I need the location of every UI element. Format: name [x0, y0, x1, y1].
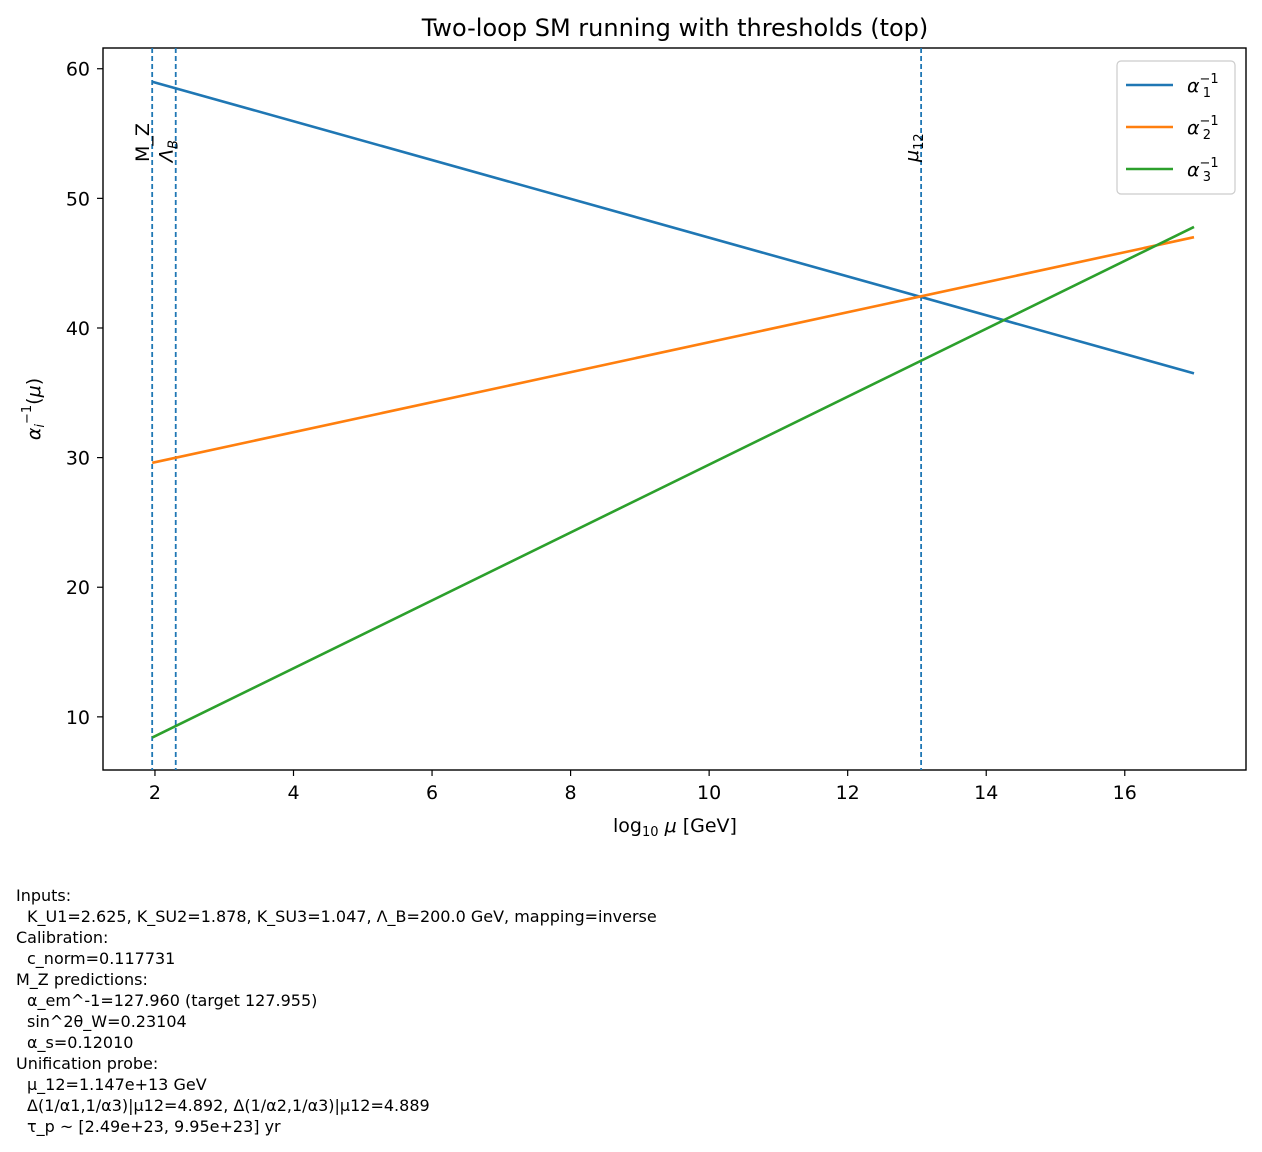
series-line: [151, 225, 1195, 739]
x-tick-label: 2: [149, 782, 161, 804]
results-summary: Inputs: K_U1=2.625, K_SU2=1.878, K_SU3=1.…: [16, 885, 657, 1137]
summary-value-line: K_U1=2.625, K_SU2=1.878, K_SU3=1.047, Λ_…: [27, 907, 657, 926]
threshold-label: M_Z: [132, 123, 154, 162]
x-tick-label: 6: [426, 782, 438, 804]
x-tick-label: 4: [287, 782, 299, 804]
x-tick-label: 14: [974, 782, 998, 804]
chart-title: Two-loop SM running with thresholds (top…: [421, 14, 929, 42]
series-lines: [151, 80, 1195, 739]
threshold-label: μ12: [901, 133, 927, 163]
y-tick-label: 60: [66, 59, 90, 81]
legend-entry: α−1 1: [1187, 72, 1219, 101]
summary-value-line: τ_p ~ [2.49e+23, 9.95e+23] yr: [27, 1117, 281, 1136]
plot-frame: [102, 47, 1247, 771]
y-tick-label: 50: [66, 188, 90, 210]
threshold-lines: M_Z ΛB μ12: [132, 48, 927, 770]
x-tick-label: 8: [565, 782, 577, 804]
x-tick-label: 12: [836, 782, 860, 804]
summary-value-line: α_em^-1=127.960 (target 127.955): [27, 991, 318, 1010]
series-line: [151, 235, 1195, 465]
y-axis-label: αi−1(μ): [20, 378, 48, 440]
y-tick-label: 20: [66, 577, 90, 599]
y-tick-label: 40: [66, 318, 90, 340]
y-tick-label: 30: [66, 448, 90, 470]
summary-heading: Calibration:: [16, 928, 109, 947]
legend-box: [1116, 60, 1236, 195]
summary-value-line: c_norm=0.117731: [27, 949, 176, 968]
summary-value-line: sin^2θ_W=0.23104: [27, 1012, 187, 1031]
x-tick-label: 10: [697, 782, 721, 804]
summary-value-line: μ_12=1.147e+13 GeV: [27, 1075, 207, 1094]
summary-heading: Unification probe:: [16, 1054, 159, 1073]
threshold-label: ΛB: [156, 140, 182, 164]
summary-value-line: Δ(1/α1,1/α3)|μ12=4.892, Δ(1/α2,1/α3)|μ12…: [27, 1096, 430, 1115]
chart: Two-loop SM running with thresholds (top…: [20, 14, 1247, 840]
series-line: [151, 80, 1195, 375]
x-tick-label: 16: [1113, 782, 1137, 804]
y-tick-label: 10: [66, 707, 90, 729]
legend-entry: α−1 3: [1187, 156, 1219, 185]
y-axis: 10 20 30 40 50 60: [66, 59, 103, 729]
summary-heading: M_Z predictions:: [16, 970, 148, 989]
legend: α−1 1 α−1 2 α−1 3: [1116, 60, 1236, 195]
summary-heading: Inputs:: [16, 886, 72, 905]
x-axis: 2 4 6 8 10 12 14 16: [149, 770, 1137, 804]
x-axis-label: log10 μ [GeV]: [613, 815, 737, 840]
legend-entry: α−1 2: [1187, 114, 1219, 143]
summary-value-line: α_s=0.12010: [27, 1033, 134, 1052]
